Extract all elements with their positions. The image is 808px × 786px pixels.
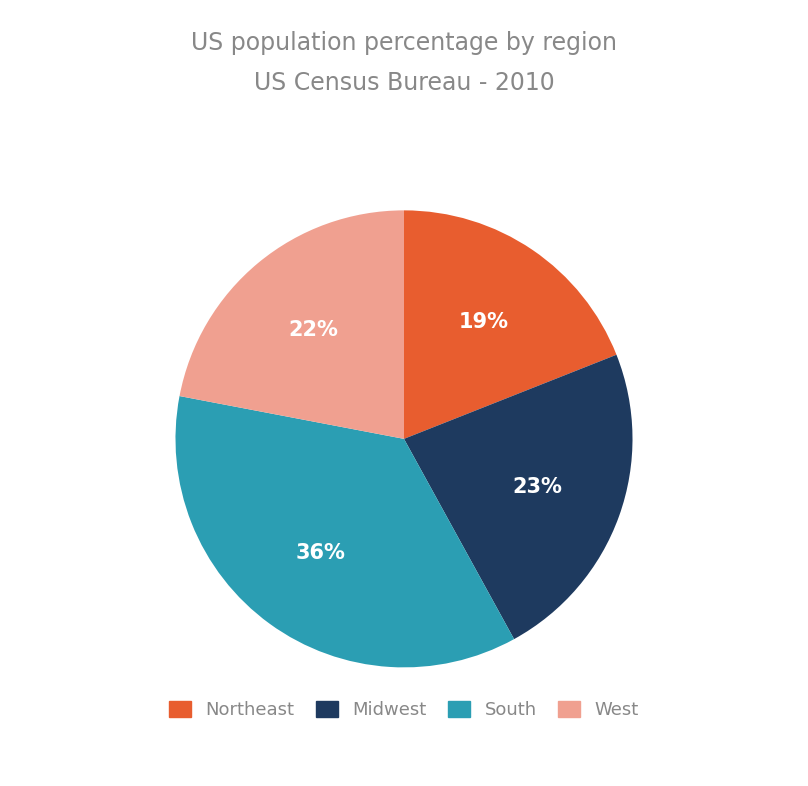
Wedge shape <box>175 396 514 667</box>
Text: 22%: 22% <box>288 320 339 340</box>
Legend: Northeast, Midwest, South, West: Northeast, Midwest, South, West <box>162 694 646 726</box>
Text: US Census Bureau - 2010: US Census Bureau - 2010 <box>254 71 554 95</box>
Wedge shape <box>404 354 633 639</box>
Text: 23%: 23% <box>512 477 562 497</box>
Text: 19%: 19% <box>459 312 508 332</box>
Wedge shape <box>179 211 404 439</box>
Text: 36%: 36% <box>296 543 346 564</box>
Wedge shape <box>404 211 617 439</box>
Text: US population percentage by region: US population percentage by region <box>191 31 617 56</box>
